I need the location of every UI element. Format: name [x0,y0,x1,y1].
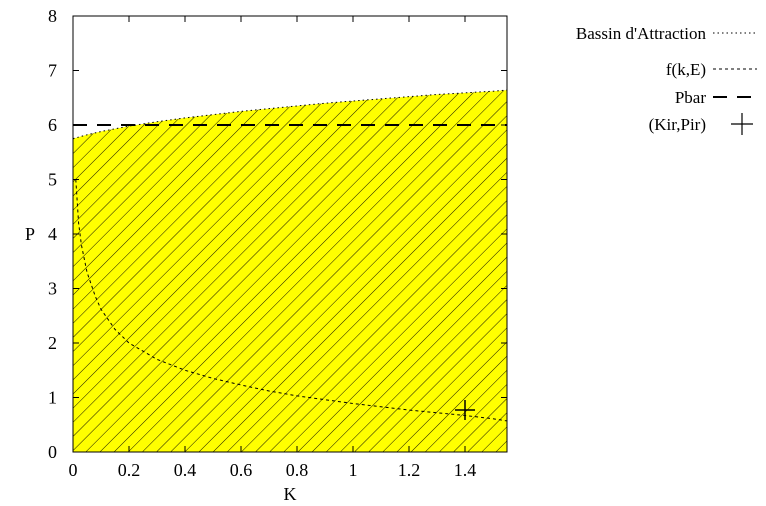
y-tick-label: 4 [48,224,57,244]
y-tick-label: 7 [48,61,57,81]
x-tick-label: 0.4 [174,460,197,480]
x-tick-label: 0 [69,460,78,480]
x-tick-label: 0.8 [286,460,309,480]
y-tick-label: 2 [48,333,57,353]
y-tick-label: 8 [48,6,57,26]
x-tick-label: 0.2 [118,460,141,480]
y-tick-label: 0 [48,442,57,462]
y-tick-label: 1 [48,388,57,408]
basin-boundary-line [73,89,507,140]
legend-label: Bassin d'Attraction [576,24,707,43]
x-tick-label: 0.6 [230,460,253,480]
y-axis-title: P [25,224,35,244]
x-axis-title: K [284,484,297,504]
axes: 0 0.2 0.4 0.6 0.8 1 1.2 1.4 0 1 2 3 4 5 6 7 8 [48,6,507,480]
legend: Bassin d'Attraction f(k,E) Pbar (Kir,Pir) [576,24,757,135]
legend-label: Pbar [675,88,707,107]
x-tick-label: 1 [349,460,358,480]
legend-swatch-point [731,113,753,135]
f-k-e-curve [75,179,507,422]
legend-label: f(k,E) [666,60,706,79]
legend-label: (Kir,Pir) [649,115,706,134]
kir-pir-point [455,400,475,421]
x-tick-label: 1.2 [398,460,421,480]
y-tick-label: 5 [48,170,57,190]
x-tick-label: 1.4 [454,460,477,480]
plot-area [73,89,507,452]
basin-area [73,90,507,452]
y-tick-label: 3 [48,279,57,299]
y-tick-label: 6 [48,115,57,135]
